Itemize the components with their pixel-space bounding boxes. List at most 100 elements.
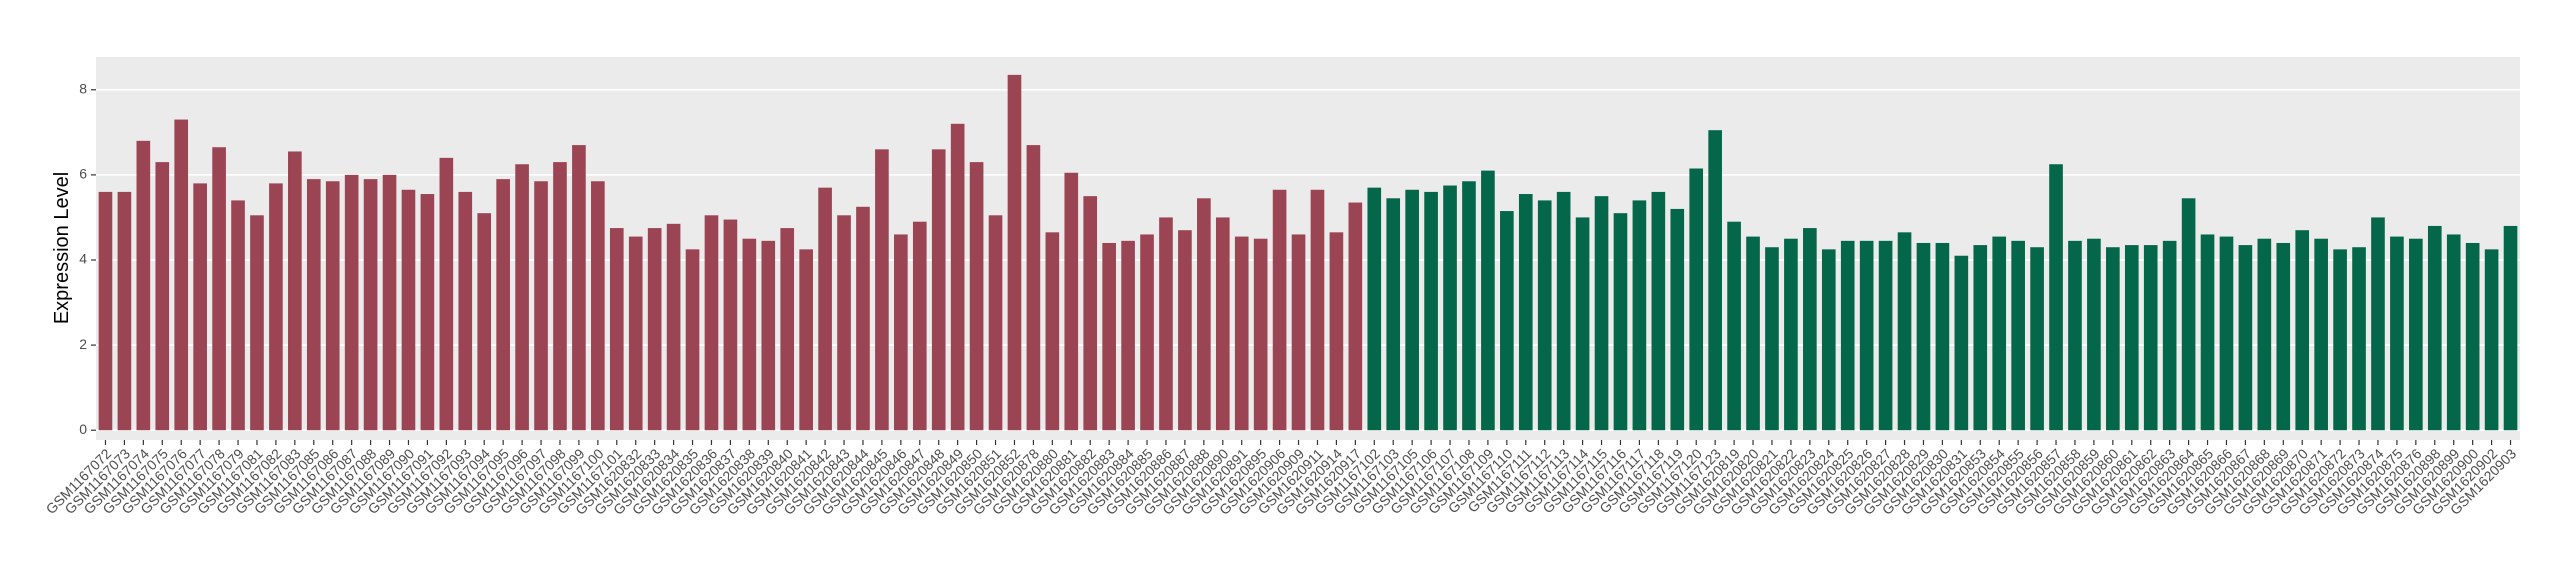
bar — [2181, 198, 2196, 431]
bar — [2162, 240, 2177, 431]
bar — [553, 162, 567, 431]
bar — [2465, 242, 2480, 431]
bar — [1556, 191, 1571, 431]
bar — [1840, 240, 1855, 431]
bar — [1613, 213, 1628, 431]
bar — [761, 240, 776, 431]
bar — [2503, 225, 2518, 431]
bar — [1234, 236, 1249, 431]
bar — [1575, 217, 1590, 431]
bar — [1537, 200, 1552, 431]
bar — [1310, 189, 1325, 431]
bar — [1405, 189, 1419, 431]
bar — [306, 179, 321, 431]
bar — [458, 191, 473, 431]
bar — [1803, 228, 1817, 431]
bar — [439, 157, 454, 431]
y-tick-label: 4 — [79, 251, 87, 267]
bar — [1215, 217, 1230, 431]
bar — [628, 236, 643, 431]
bar — [2124, 245, 2139, 431]
y-tick-label: 0 — [79, 421, 87, 437]
bar — [912, 221, 927, 431]
bar — [1518, 194, 1533, 431]
bar — [117, 191, 132, 431]
bar — [894, 234, 908, 431]
bar — [1253, 238, 1268, 431]
bar — [534, 181, 548, 431]
bar — [1651, 191, 1666, 431]
bar — [2409, 238, 2423, 431]
bar — [98, 191, 113, 431]
bar — [2200, 234, 2215, 431]
bar — [2371, 217, 2385, 431]
bar — [1386, 198, 1401, 431]
bar — [2030, 247, 2044, 431]
bar — [1878, 240, 1893, 431]
bar — [2106, 247, 2120, 431]
bar — [2011, 240, 2025, 431]
bar — [174, 119, 189, 431]
bar — [1007, 74, 1022, 431]
bar — [2333, 249, 2347, 431]
bar — [2087, 238, 2101, 431]
bar — [2219, 236, 2234, 431]
bar — [856, 206, 870, 431]
bar — [1462, 181, 1476, 431]
bar — [1632, 200, 1647, 431]
bar — [363, 179, 378, 431]
bar — [288, 151, 302, 431]
bar — [2257, 238, 2272, 431]
bar — [988, 215, 1003, 431]
bar — [2276, 242, 2291, 431]
bar — [1708, 130, 1722, 431]
bar — [1045, 232, 1060, 431]
bar — [193, 183, 207, 431]
bar — [1481, 170, 1495, 431]
bar — [250, 215, 264, 431]
bar — [1291, 234, 1306, 431]
bar — [1992, 236, 2007, 431]
bar — [1197, 198, 1211, 431]
bar — [1272, 189, 1287, 431]
bar — [1140, 234, 1154, 431]
bar — [1443, 185, 1457, 431]
bar — [1064, 172, 1079, 431]
bar — [1424, 191, 1438, 431]
bar — [1367, 187, 1382, 431]
bar — [136, 140, 151, 431]
bar — [818, 187, 832, 431]
bar — [742, 238, 757, 431]
bar — [515, 164, 529, 431]
bar — [2049, 164, 2063, 431]
bar — [2427, 225, 2442, 431]
bar — [2352, 247, 2366, 431]
bar — [212, 147, 226, 431]
bar — [609, 228, 624, 431]
bar — [572, 145, 586, 431]
bar — [1784, 238, 1798, 431]
bar — [1689, 168, 1704, 431]
y-tick-label: 6 — [79, 166, 87, 182]
bar — [401, 189, 416, 431]
bar — [231, 200, 245, 431]
bar — [1159, 217, 1173, 431]
bar — [1594, 196, 1609, 431]
bar — [1083, 196, 1098, 431]
bar — [1765, 247, 1779, 431]
bar — [1500, 211, 1514, 431]
bar — [704, 215, 719, 431]
bar — [155, 162, 170, 431]
bar — [2238, 245, 2253, 431]
bar — [1026, 145, 1041, 431]
bar — [1897, 232, 1912, 431]
bar — [1954, 255, 1969, 431]
bar — [647, 228, 662, 431]
y-axis-label: Expression Level — [51, 172, 73, 324]
y-tick-label: 2 — [79, 336, 87, 352]
bar — [1178, 230, 1192, 431]
bar — [685, 249, 700, 431]
bar — [969, 162, 984, 431]
bar — [496, 179, 510, 431]
